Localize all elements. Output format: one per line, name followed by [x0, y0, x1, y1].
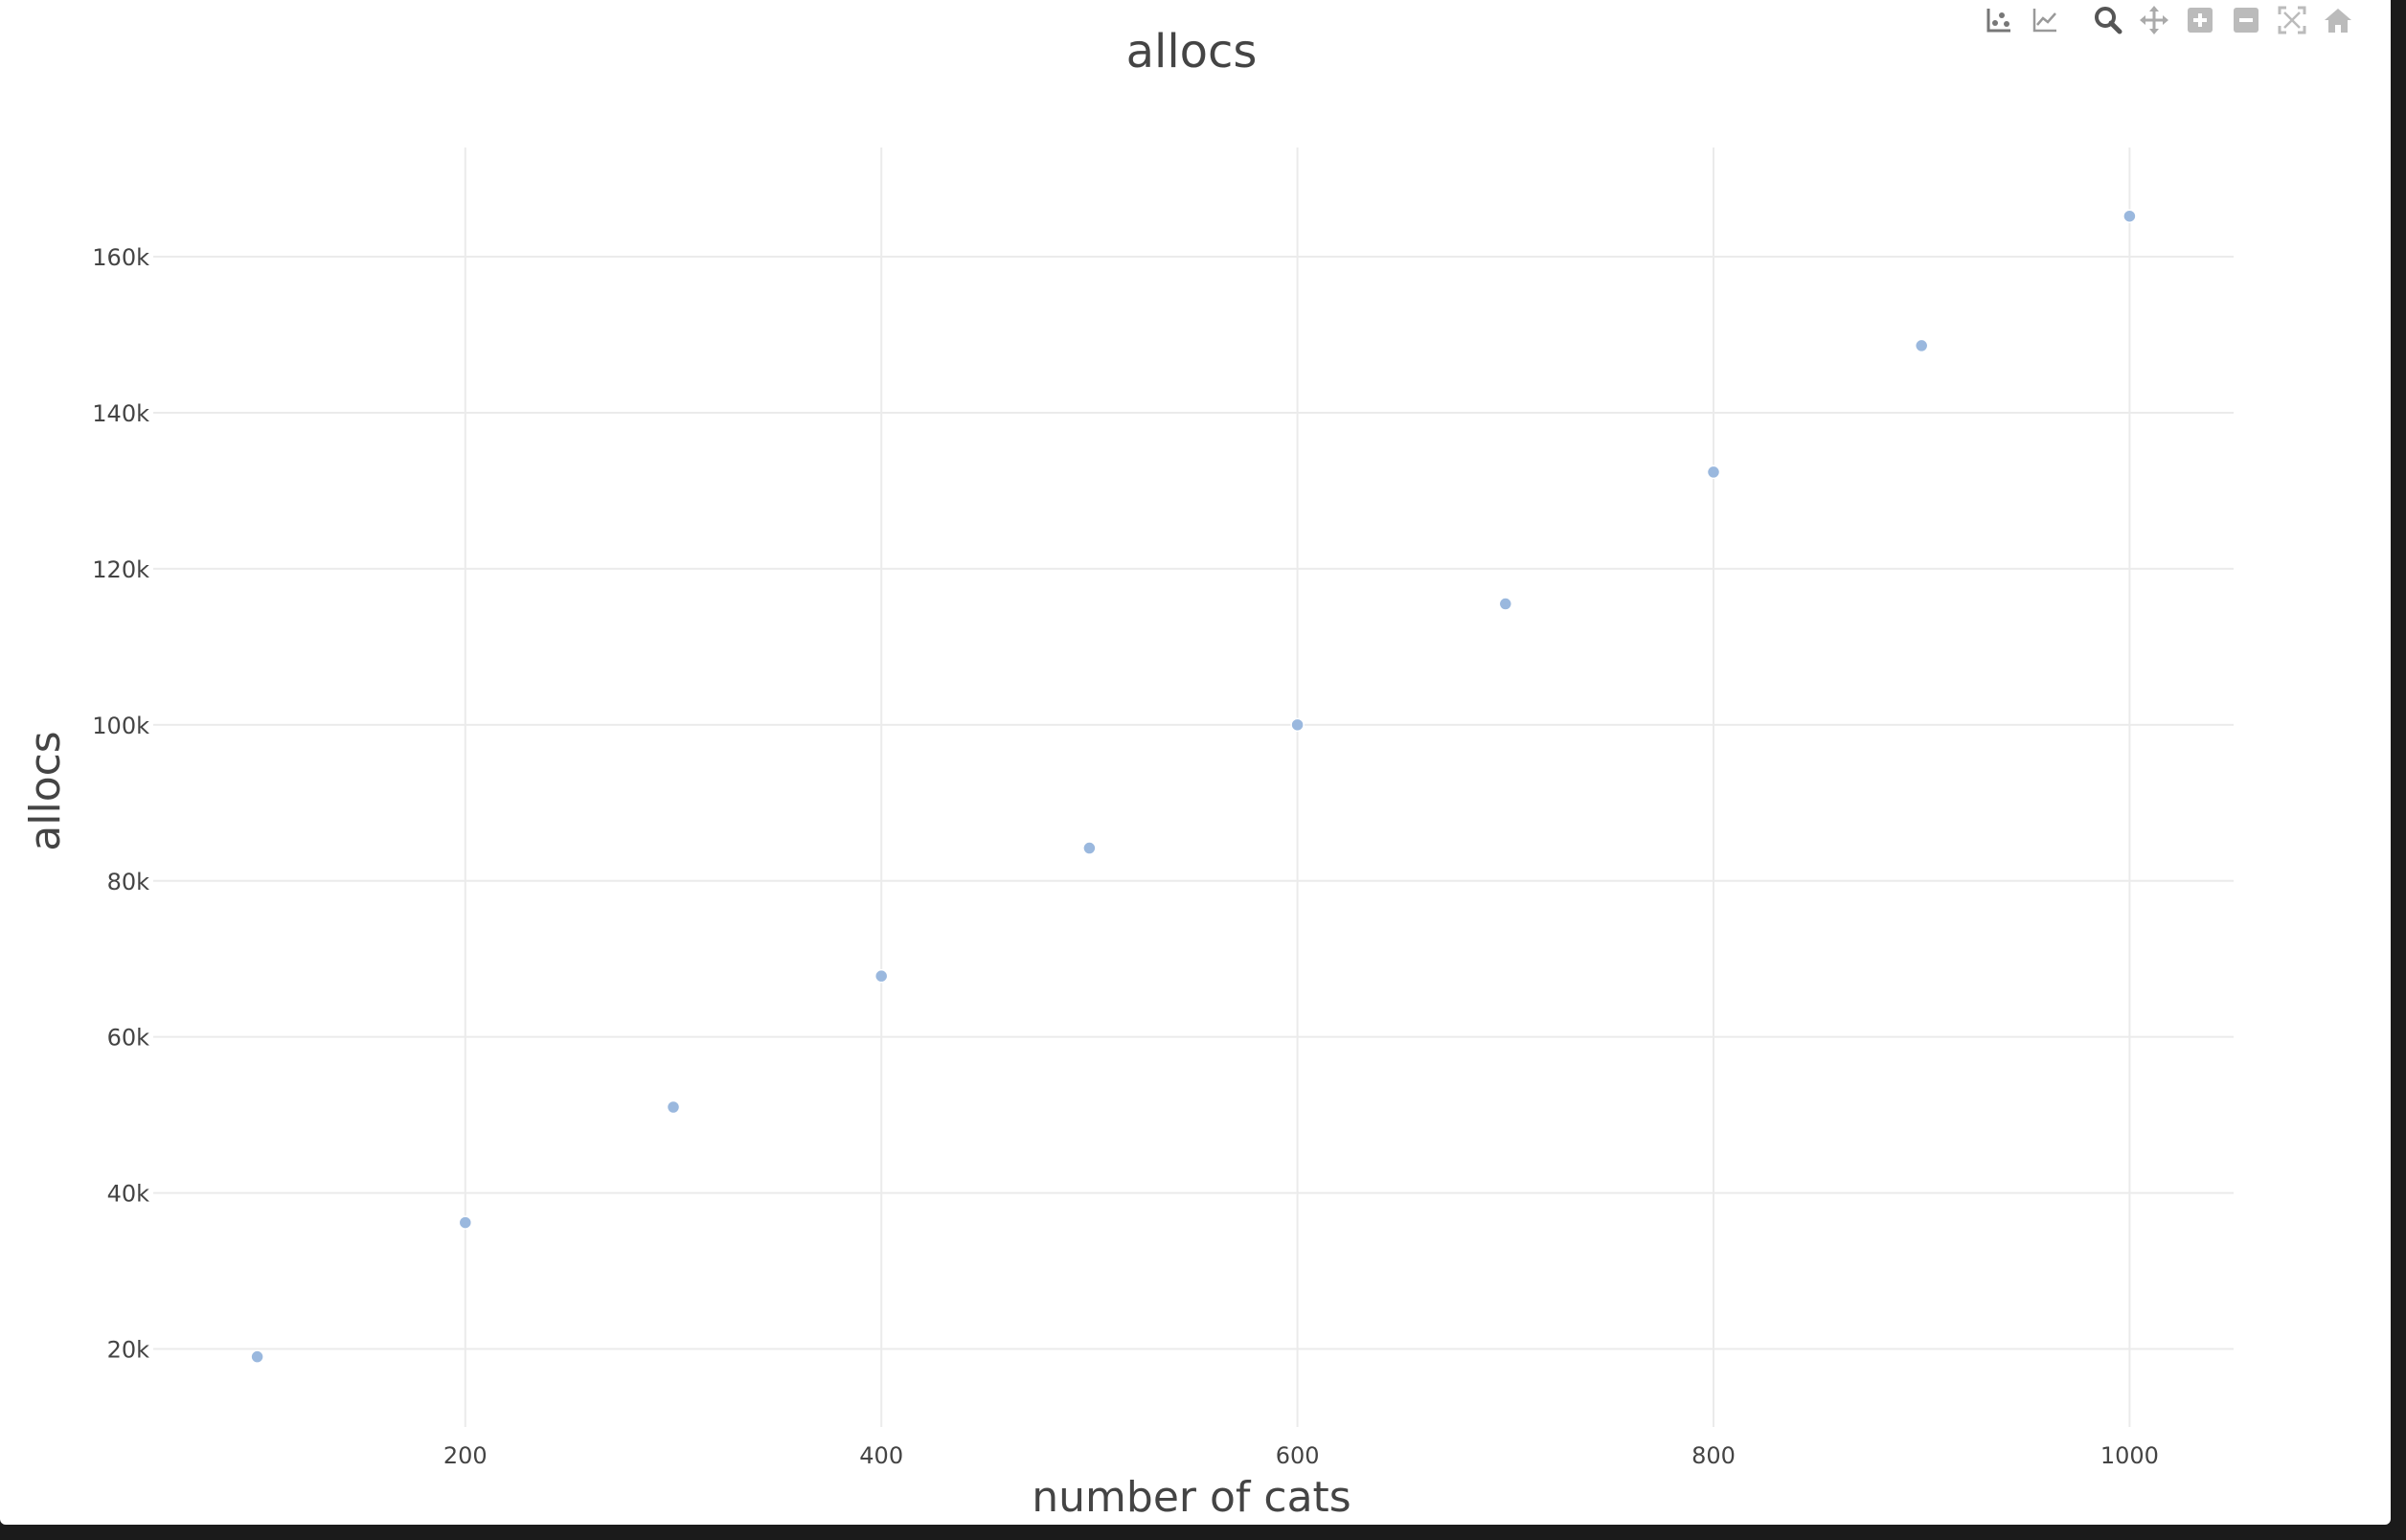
x-axis-title: number of cats — [1032, 1473, 1351, 1522]
data-point[interactable] — [1914, 338, 1929, 353]
zoom-icon[interactable] — [2090, 2, 2126, 38]
data-point[interactable] — [666, 1099, 681, 1115]
zoom-out-icon[interactable] — [2228, 2, 2264, 38]
y-tick-label: 80k — [107, 869, 150, 895]
data-point[interactable] — [1290, 717, 1305, 733]
x-tick-label: 400 — [859, 1442, 903, 1469]
x-tick-label: 800 — [1691, 1442, 1736, 1469]
x-tick-label: 600 — [1276, 1442, 1320, 1469]
data-point[interactable] — [1498, 597, 1513, 611]
chart-title: allocs — [1126, 25, 1258, 79]
y-tick-labels: 20k 40k 60k 80k 100k 120k 140k 160k — [92, 244, 149, 1363]
data-point[interactable] — [874, 968, 889, 984]
data-point[interactable] — [458, 1215, 473, 1230]
y-tick-label: 20k — [107, 1337, 150, 1364]
y-tick-label: 140k — [92, 400, 149, 427]
data-point[interactable] — [250, 1349, 264, 1364]
modebar — [1971, 2, 2356, 38]
y-tick-label: 60k — [107, 1025, 150, 1052]
x-gridlines — [464, 147, 2131, 1427]
y-tick-label: 100k — [92, 713, 149, 739]
line-compare-icon[interactable] — [2027, 2, 2063, 38]
autoscale-icon[interactable] — [2274, 2, 2310, 38]
zoom-in-icon[interactable] — [2182, 2, 2218, 38]
y-tick-label: 40k — [107, 1181, 150, 1208]
x-tick-label: 1000 — [2100, 1442, 2159, 1469]
pan-icon[interactable] — [2136, 2, 2172, 38]
reset-axes-icon[interactable] — [2320, 2, 2356, 38]
y-tick-label: 160k — [92, 244, 149, 271]
x-tick-label: 200 — [443, 1442, 488, 1469]
scatter-compare-icon[interactable] — [1981, 2, 2017, 38]
x-tick-labels: 200 400 600 800 1000 — [443, 1442, 2159, 1469]
y-tick-label: 120k — [92, 556, 149, 583]
data-point[interactable] — [1706, 464, 1721, 480]
data-point[interactable] — [1082, 841, 1097, 855]
data-point[interactable] — [2122, 209, 2137, 223]
y-gridlines — [153, 256, 2234, 1350]
data-points[interactable] — [250, 209, 2137, 1364]
y-axis-title: allocs — [21, 731, 70, 850]
